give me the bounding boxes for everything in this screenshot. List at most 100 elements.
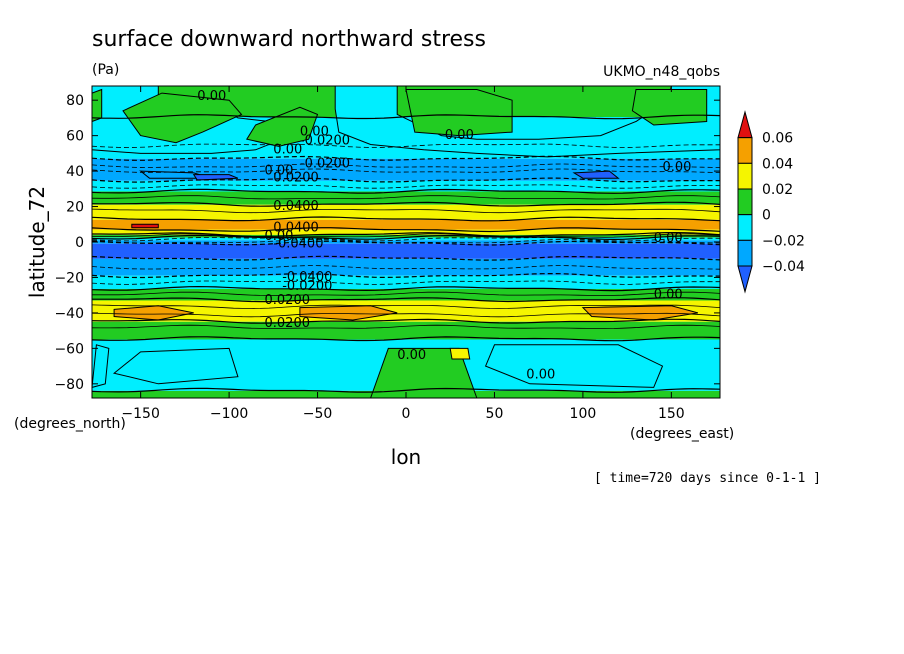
y-axis-label: latitude_72 — [25, 186, 49, 298]
siberia-region — [631, 89, 708, 126]
eurasia-region — [405, 89, 513, 137]
zonal-band — [92, 237, 720, 241]
contour-label: -0.0200 — [282, 279, 332, 294]
contour-label: 0.00 — [265, 229, 294, 244]
south-orange-patch-3 — [581, 305, 699, 321]
contour-line — [91, 272, 720, 279]
contour-line — [91, 208, 721, 214]
contour-label: 0.0200 — [265, 316, 311, 331]
colorbar-label: 0 — [762, 208, 771, 224]
zonal-band — [92, 180, 720, 192]
contour-labels: 0.000.00-0.02000.000.00-0.02000.000.0200… — [197, 89, 691, 382]
contour-line — [92, 297, 721, 303]
time-note: [ time=720 days since 0-1-1 ] — [594, 471, 821, 486]
colorbar-label: −0.02 — [762, 233, 805, 249]
north-darkblue-patch — [192, 174, 239, 181]
contour-lines — [91, 114, 721, 393]
south-yellow-spot — [449, 347, 471, 360]
contour-label: 0.0400 — [273, 199, 319, 214]
contour-line — [91, 234, 721, 241]
contour-label: 0.00 — [526, 368, 555, 383]
contour-line — [91, 155, 721, 161]
zonal-band — [92, 288, 720, 301]
x-axis-ticks: −150 −100 −50 0 50 100 150 — [121, 86, 685, 422]
zonal-band — [92, 158, 720, 181]
contour-line — [91, 201, 721, 207]
colorbar-bottom-arrow — [737, 265, 753, 294]
contour-line — [91, 168, 721, 173]
contour-line — [91, 237, 721, 242]
x-units-label: (degrees_east) — [630, 426, 734, 442]
contour-label: 0.0200 — [265, 293, 311, 308]
chart-title: surface downward northward stress — [92, 27, 486, 52]
y-axis-ticks: 80 60 40 20 0 −20 −40 −60 −80 — [54, 93, 720, 393]
colorbar-label: −0.04 — [762, 259, 805, 275]
zonal-band — [92, 240, 720, 244]
contour-label: -0.0400 — [282, 270, 332, 285]
contour-label: 0.00 — [663, 160, 692, 175]
contour-label: 0.00 — [300, 125, 329, 140]
x-tick-label: −150 — [121, 406, 159, 422]
contour-line — [92, 232, 721, 238]
colorbar-top-arrow — [737, 110, 753, 139]
contour-line — [91, 280, 720, 285]
colorbar-segment — [737, 137, 753, 164]
zonal-band — [92, 229, 720, 235]
x-tick-label: −50 — [303, 406, 333, 422]
contour-line — [91, 233, 721, 238]
x-tick-label: 0 — [402, 406, 411, 422]
colorbar-segment — [737, 239, 753, 267]
contour-label: 0.0200 — [273, 171, 319, 186]
y-tick-label: 60 — [66, 129, 84, 145]
y-tick-label: 80 — [66, 93, 84, 109]
zonal-band — [92, 234, 720, 238]
south-indian-cyan — [484, 344, 664, 388]
zonal-band — [92, 321, 720, 340]
zonal-band — [92, 258, 720, 276]
contour-line — [91, 216, 721, 222]
contour-line — [91, 324, 721, 329]
contour-label: 0.00 — [445, 128, 474, 143]
colorbar-label: 0.04 — [762, 156, 793, 172]
colorbar-segment — [737, 162, 753, 190]
contour-label: 0.00 — [654, 231, 683, 246]
zonal-band — [92, 191, 720, 205]
contour-line — [91, 318, 721, 324]
contour-label: 0.00 — [397, 348, 426, 363]
plot-area: 0.000.00-0.02000.000.00-0.02000.000.0200… — [54, 85, 721, 422]
x-tick-label: −100 — [210, 406, 248, 422]
contour-label: 0.0400 — [273, 220, 319, 235]
contour-label: 0.00 — [654, 288, 683, 303]
colorbar-label: 0.06 — [762, 131, 793, 147]
contour-line — [91, 336, 721, 342]
south-orange-patch-2 — [299, 305, 398, 321]
contour-line — [91, 239, 721, 244]
contour-line — [91, 163, 721, 168]
contour-line — [91, 188, 721, 194]
equatorial-red-patch — [131, 223, 159, 229]
contour-line — [91, 114, 721, 120]
y-tick-label: −20 — [54, 270, 84, 286]
north-america-region — [122, 92, 243, 144]
contour-line — [91, 285, 721, 292]
north-darkblue-patch-2 — [572, 170, 620, 179]
contour-label: -0.0200 — [300, 134, 350, 149]
y-tick-label: 0 — [75, 235, 84, 251]
contour-label: -0.0200 — [300, 157, 350, 172]
y-tick-label: 40 — [66, 164, 84, 180]
zonal-band — [92, 219, 720, 230]
contour-line — [92, 291, 721, 296]
contour-label: 0.00 — [197, 89, 226, 104]
y-tick-label: −60 — [54, 341, 84, 357]
contour-line — [91, 143, 720, 148]
south-west-edge-cyan — [91, 344, 110, 389]
colorbar: 0.06 0.04 0.02 0 −0.02 −0.04 — [737, 110, 805, 294]
colorbar-label: 0.02 — [762, 182, 793, 198]
contour-line — [91, 265, 721, 270]
south-pacific-cyan — [112, 347, 239, 385]
contour-line — [91, 184, 721, 189]
colorbar-segment — [737, 214, 753, 241]
x-axis-label: lon — [391, 445, 421, 469]
y-tick-label: 20 — [66, 200, 84, 216]
